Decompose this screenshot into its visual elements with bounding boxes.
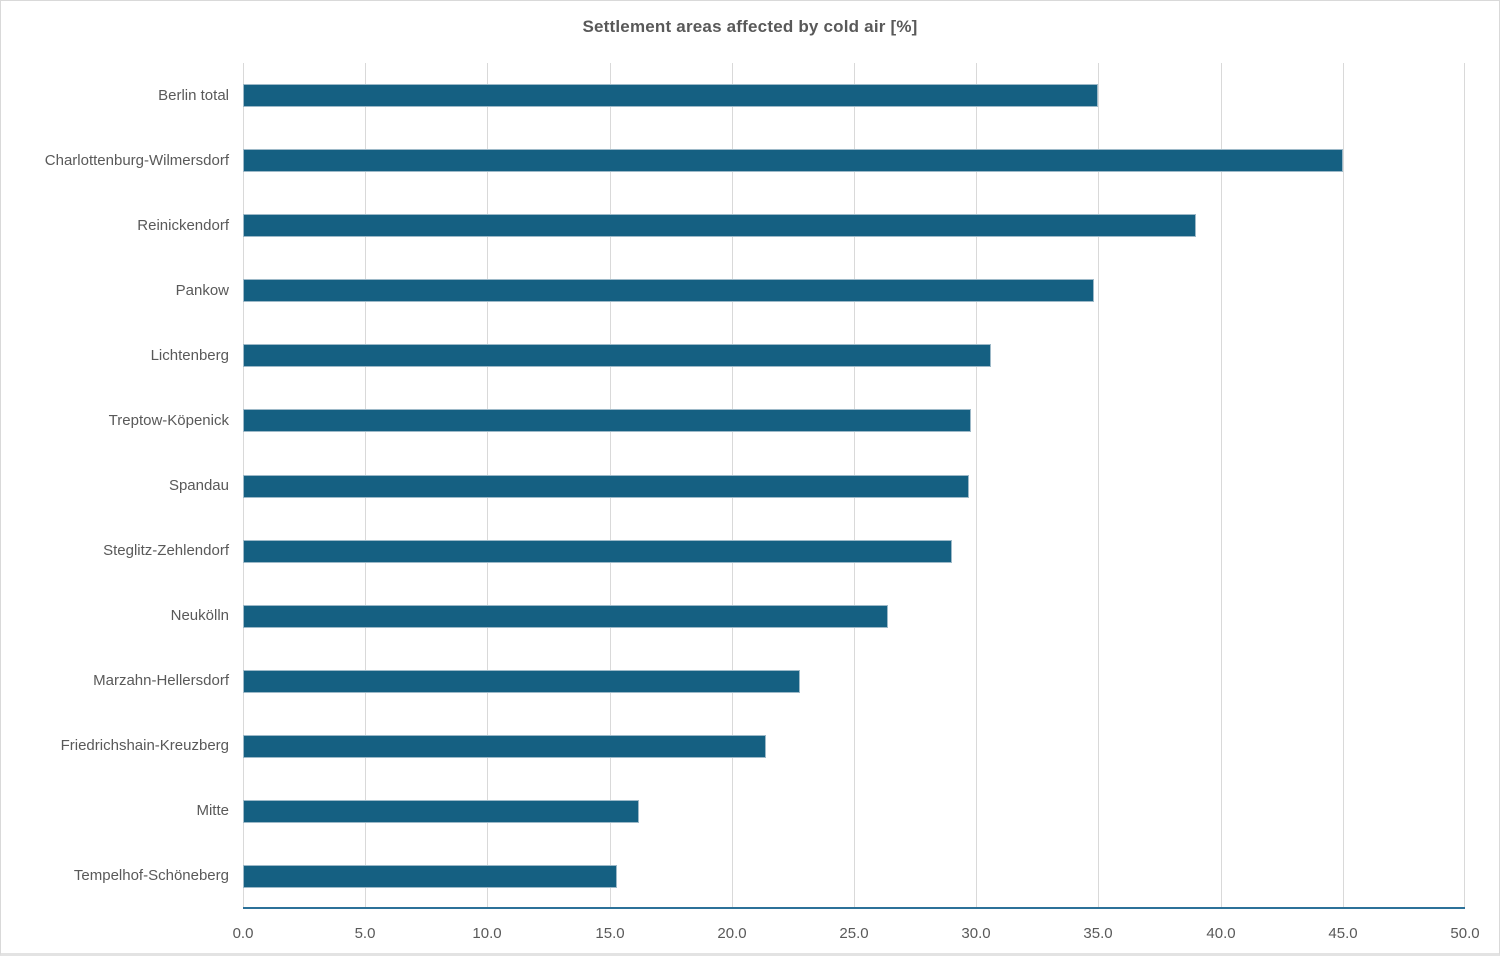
- bar-tempelhof-sch-neberg: [243, 865, 617, 888]
- gridline: [1464, 63, 1465, 909]
- category-label: Mitte: [196, 802, 229, 819]
- category-label: Marzahn-Hellersdorf: [93, 672, 229, 689]
- x-tick-label: 15.0: [595, 925, 625, 942]
- plot-area: [243, 63, 1465, 909]
- x-tick-label: 30.0: [961, 925, 991, 942]
- category-label: Lichtenberg: [150, 347, 229, 364]
- gridline: [976, 63, 977, 909]
- x-axis-line: [243, 907, 1465, 909]
- category-label: Pankow: [175, 282, 229, 299]
- x-tick-label: 35.0: [1083, 925, 1113, 942]
- bar-marzahn-hellersdorf: [243, 670, 800, 693]
- category-label: Berlin total: [158, 87, 229, 104]
- category-label: Neukölln: [170, 607, 229, 624]
- category-label: Steglitz-Zehlendorf: [103, 542, 229, 559]
- bar-neuk-lln: [243, 605, 888, 628]
- x-tick-label: 45.0: [1328, 925, 1358, 942]
- bar-berlin-total: [243, 84, 1098, 107]
- category-label: Friedrichshain-Kreuzberg: [60, 737, 229, 754]
- bar-charlottenburg-wilmersdorf: [243, 149, 1343, 172]
- chart-title: Settlement areas affected by cold air [%…: [582, 17, 918, 36]
- x-tick-label: 40.0: [1206, 925, 1236, 942]
- category-label: Reinickendorf: [137, 217, 229, 234]
- bar-mitte: [243, 800, 639, 823]
- bar-steglitz-zehlendorf: [243, 540, 952, 563]
- x-tick-label: 5.0: [354, 925, 376, 942]
- bar-spandau: [243, 475, 969, 498]
- category-label: Charlottenburg-Wilmersdorf: [44, 152, 229, 169]
- x-tick-label: 0.0: [232, 925, 254, 942]
- category-label: Spandau: [168, 477, 229, 494]
- x-tick-label: 25.0: [839, 925, 869, 942]
- category-label: Tempelhof-Schöneberg: [73, 867, 229, 884]
- bar-treptow-k-penick: [243, 409, 971, 432]
- bar-lichtenberg: [243, 344, 991, 367]
- bar-pankow: [243, 279, 1094, 302]
- x-tick-label: 50.0: [1450, 925, 1480, 942]
- bar-reinickendorf: [243, 214, 1196, 237]
- category-label: Treptow-Köpenick: [108, 412, 229, 429]
- gridline: [1098, 63, 1099, 909]
- x-tick-label: 20.0: [717, 925, 747, 942]
- x-tick-label: 10.0: [472, 925, 502, 942]
- gridline: [1221, 63, 1222, 909]
- gridline: [1343, 63, 1344, 909]
- bar-friedrichshain-kreuzberg: [243, 735, 766, 758]
